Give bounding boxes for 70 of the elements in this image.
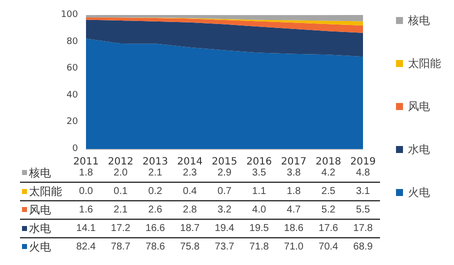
x-tick-label: 2019 [350,156,376,168]
data-label: 2.1 [114,204,128,216]
data-label: 14.1 [76,223,96,234]
data-label: 19.5 [249,223,270,234]
data-label: 17.6 [318,223,339,234]
data-label: 2.3 [182,168,198,178]
data-label: 3.2 [218,204,232,216]
data-label: 4.2 [321,168,336,178]
data-label: 70.4 [318,242,339,252]
text: 风电 [29,204,51,216]
legend-label: 核电 [407,14,430,27]
data-label: 0.7 [218,186,232,197]
data-label: 78.7 [110,242,131,252]
data-label: 2.5 [321,186,336,197]
data-label: 5.2 [321,204,336,216]
data-label: 71.8 [249,242,270,252]
data-label: 1.8 [286,186,302,197]
data-label: 18.7 [180,223,200,234]
data-label: 17.2 [110,223,131,234]
x-tick-label: 2014 [177,156,203,168]
data-label: 4.8 [356,168,370,178]
data-label: 0.2 [148,186,163,197]
data-label: 82.4 [76,242,96,252]
x-tick-label: 2015 [212,156,238,168]
x-tick-label: 2018 [316,156,342,168]
x-tick-label: 2017 [281,156,306,168]
x-tick-label: 2011 [73,156,99,168]
legend-label: 风电 [408,100,430,113]
data-label: 0.1 [114,186,128,197]
data-label: 2.0 [114,168,128,178]
data-label: 1.1 [252,186,267,197]
data-label: 2.1 [148,168,163,178]
data-label: 17.8 [353,223,374,234]
legend-label: 火电 [408,186,430,199]
data-label: 68.9 [353,242,374,252]
y-tick-label: 100 [60,10,78,20]
data-label: 3.5 [252,168,267,178]
data-label: 4.0 [252,204,267,216]
data-label: 2.8 [182,204,198,216]
y-tick-label: 0 [72,144,78,154]
data-label: 1.6 [79,204,94,216]
data-label: 16.6 [146,223,166,234]
x-tick-label: 2012 [108,156,134,168]
data-label: 0.4 [182,186,198,197]
data-label: 19.4 [214,223,235,234]
y-tick-label: 60 [66,64,78,74]
data-label: 3.8 [286,168,302,178]
text: 水电 [29,222,51,235]
data-label: 71.0 [284,242,304,252]
data-label: 78.6 [146,242,166,252]
y-tick-label: 20 [66,117,78,128]
data-label: 0.0 [79,186,94,197]
y-tick-label: 80 [66,36,78,47]
data-label: 18.6 [284,223,304,234]
data-label: 2.6 [148,204,163,216]
text: 太阳能 [29,185,62,198]
data-label: 2.9 [218,168,232,178]
data-label: 4.7 [286,204,302,216]
y-tick-label: 40 [66,90,78,100]
data-label: 5.5 [356,204,370,216]
legend-label: 水电 [408,143,430,156]
data-label: 73.7 [214,242,235,252]
legend-label: 太阳能 [408,57,441,70]
x-tick-label: 2016 [246,156,272,168]
text: 核电 [29,166,51,180]
data-label: 1.8 [79,168,94,178]
x-tick-label: 2013 [142,156,168,168]
text: 火电 [29,240,51,254]
data-label: 75.8 [180,242,200,252]
data-label: 3.1 [356,186,370,197]
